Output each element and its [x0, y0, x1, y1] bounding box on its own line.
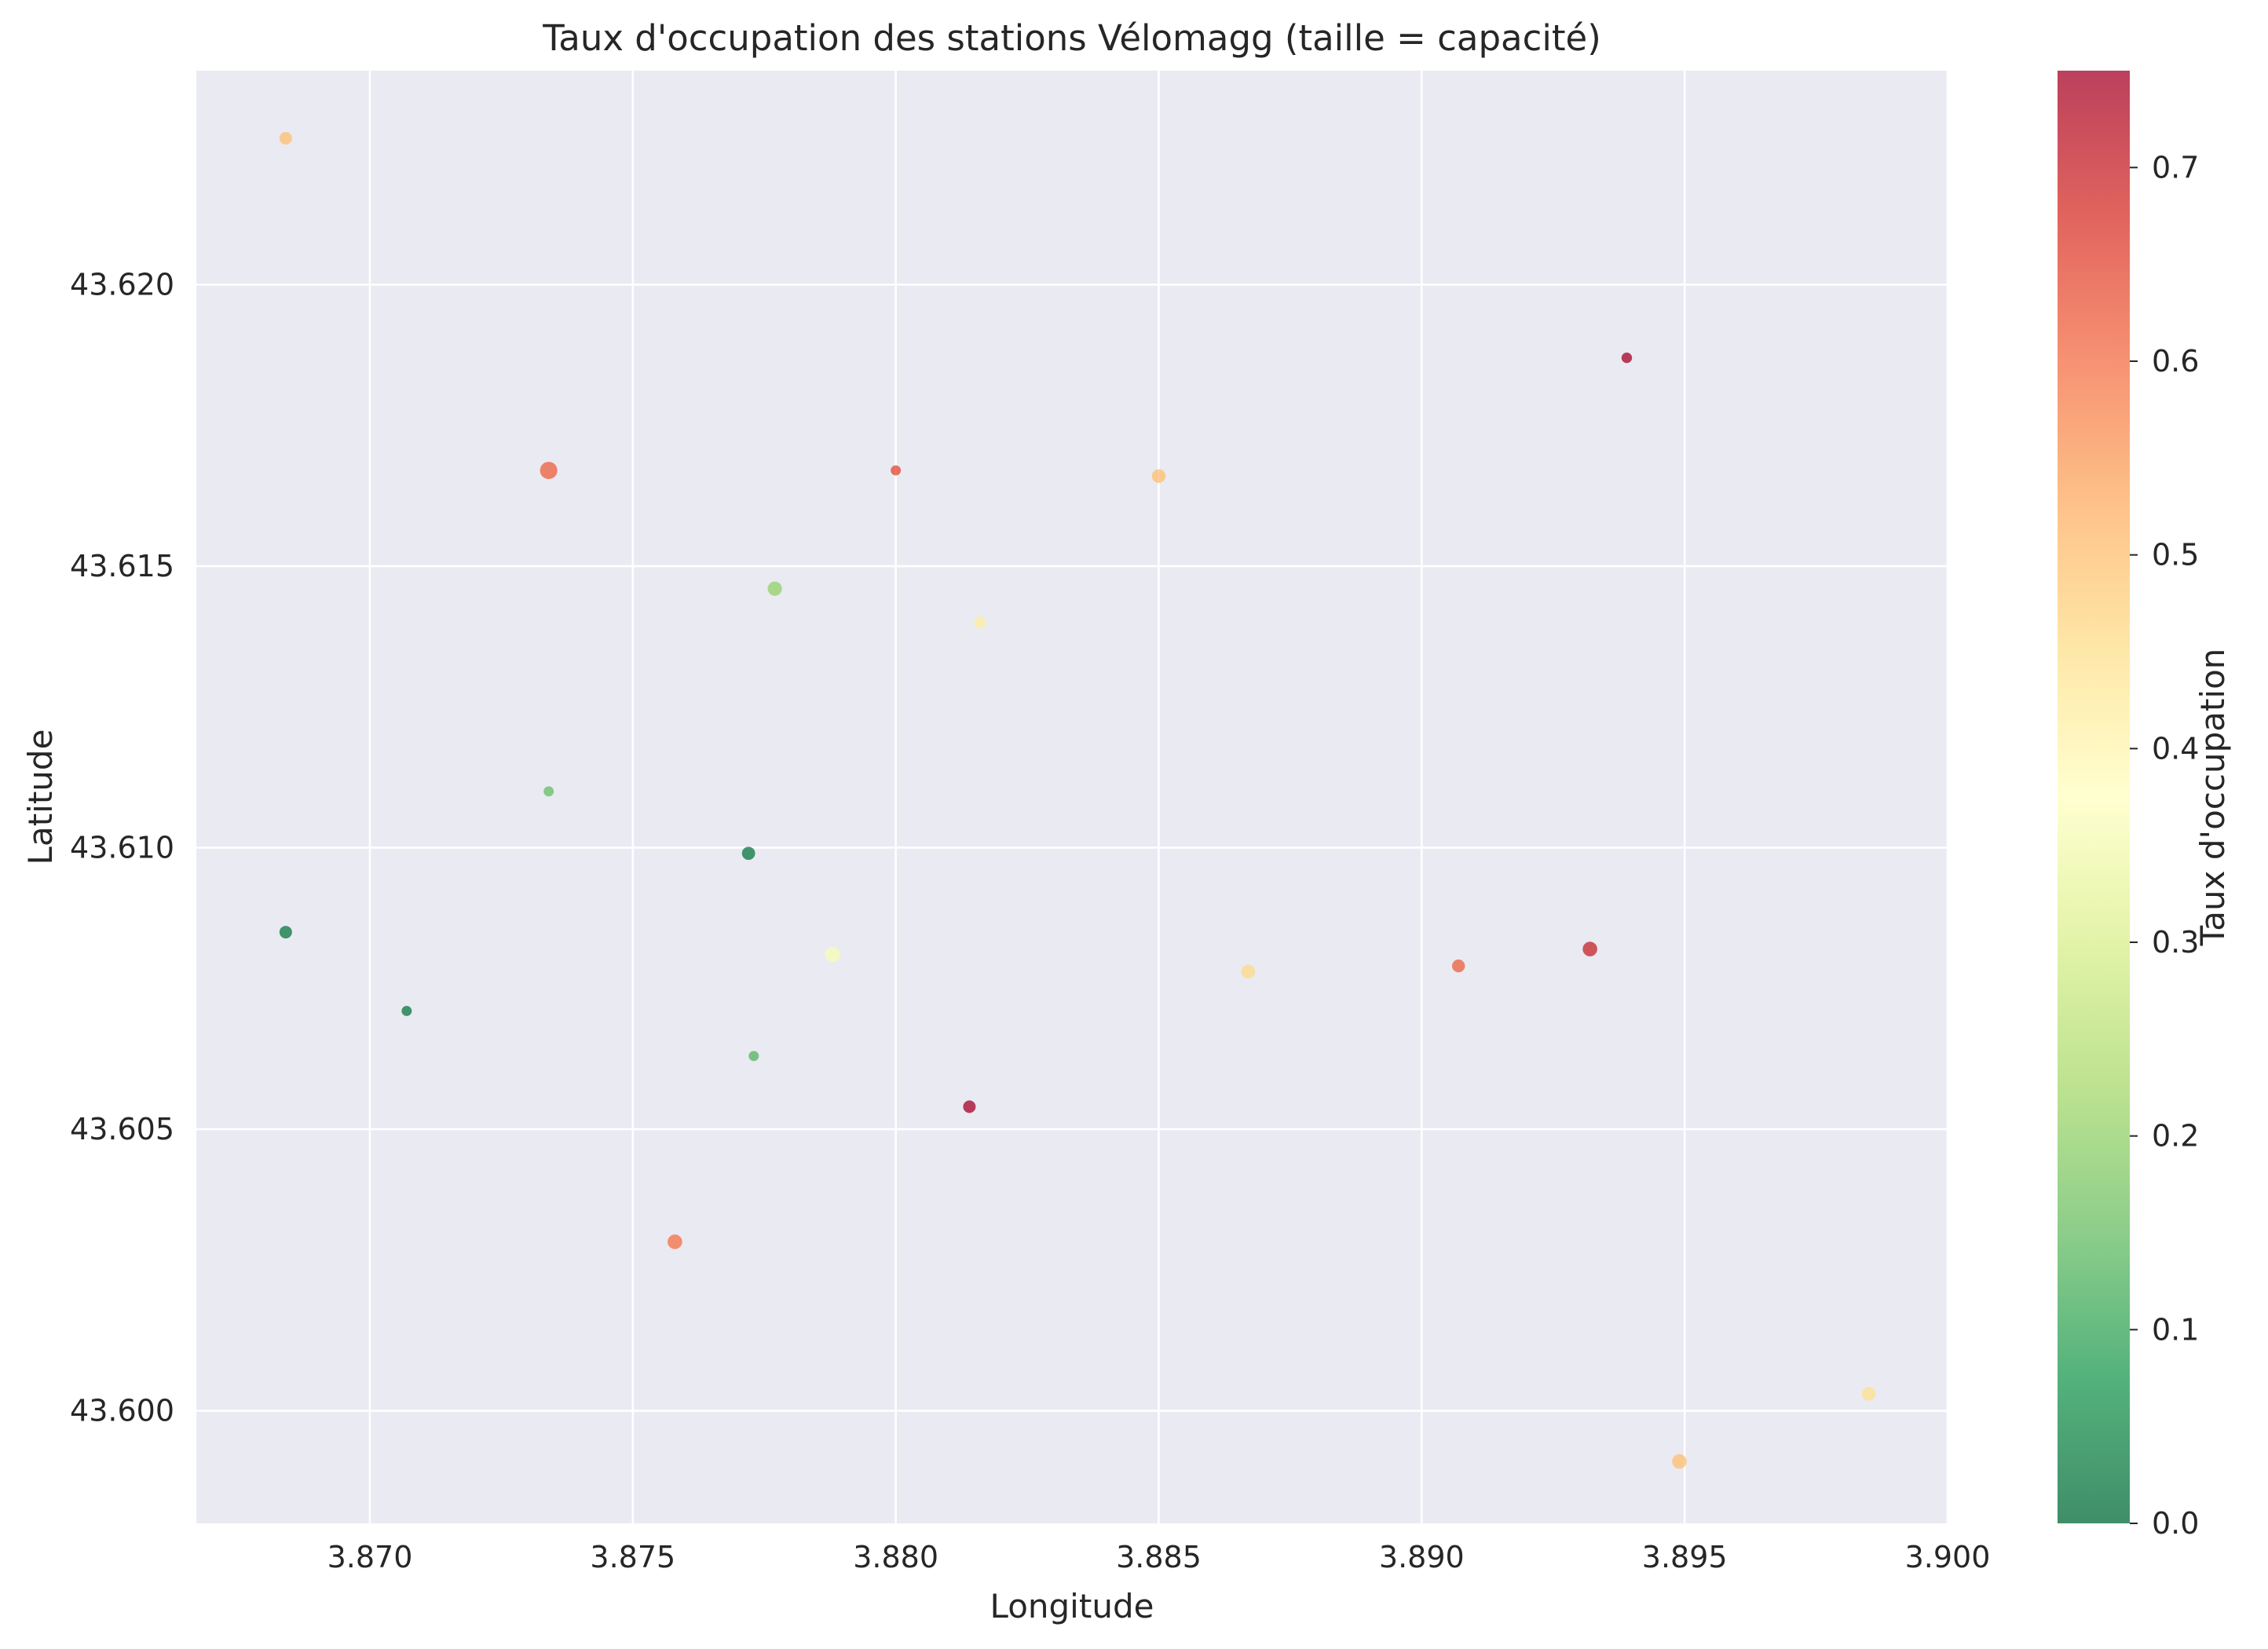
station-point [279, 132, 292, 145]
plot-area [196, 71, 1948, 1523]
station-point [1241, 964, 1256, 979]
x-tick-labels: 3.870 3.875 3.880 3.885 3.890 3.895 3.900 [327, 1540, 1991, 1574]
station-point [1151, 469, 1166, 484]
x-tick-label: 3.885 [1116, 1540, 1202, 1574]
x-tick-label: 3.900 [1905, 1540, 1991, 1574]
station-point [1582, 942, 1597, 956]
colorbar-tick-label: 0.7 [2152, 150, 2199, 185]
colorbar-tick-label: 0.2 [2152, 1119, 2199, 1154]
y-tick-label: 43.620 [70, 267, 174, 302]
station-point [1452, 959, 1465, 973]
station-point [767, 581, 782, 596]
y-axis-label: Latitude [21, 729, 60, 865]
station-point [1861, 1387, 1876, 1401]
station-point [540, 462, 558, 480]
data-points [279, 132, 1876, 1469]
y-tick-label: 43.600 [70, 1394, 174, 1428]
station-point [963, 1100, 976, 1113]
x-tick-label: 3.895 [1642, 1540, 1728, 1574]
y-tick-label: 43.605 [70, 1112, 174, 1146]
colorbar-tick-label: 0.3 [2152, 925, 2199, 960]
station-point [748, 1051, 759, 1062]
station-point [543, 786, 554, 797]
station-point [401, 1006, 412, 1016]
station-point [825, 946, 841, 963]
station-point [1672, 1453, 1687, 1469]
x-axis-label: Longitude [990, 1587, 1154, 1625]
x-tick-label: 3.870 [327, 1540, 413, 1574]
station-point [1621, 353, 1633, 364]
colorbar-tick-label: 0.1 [2152, 1312, 2199, 1347]
chart-title: Taux d'occupation des stations Vélomagg … [542, 17, 1601, 59]
colorbar-tick-label: 0.4 [2152, 731, 2199, 766]
station-point [279, 926, 292, 939]
station-point [741, 846, 755, 861]
y-tick-label: 43.610 [70, 831, 174, 865]
colorbar-label: Taux d'occupation [2193, 649, 2232, 947]
station-point [668, 1234, 682, 1249]
colorbar-tick-label: 0.0 [2152, 1506, 2199, 1541]
x-tick-label: 3.890 [1379, 1540, 1465, 1574]
x-tick-label: 3.880 [853, 1540, 938, 1574]
y-tick-label: 43.615 [70, 549, 174, 583]
colorbar-tick-label: 0.6 [2152, 344, 2199, 378]
colorbar-tick-labels: 0.0 0.1 0.2 0.3 0.4 0.5 0.6 0.7 [2130, 150, 2199, 1541]
colorbar-tick-label: 0.5 [2152, 538, 2199, 572]
grid-lines [196, 71, 1949, 1523]
x-tick-label: 3.875 [590, 1540, 675, 1574]
station-point [891, 465, 902, 476]
station-point [974, 616, 986, 629]
y-tick-labels: 43.600 43.605 43.610 43.615 43.620 [70, 267, 174, 1428]
colorbar [2058, 71, 2130, 1523]
